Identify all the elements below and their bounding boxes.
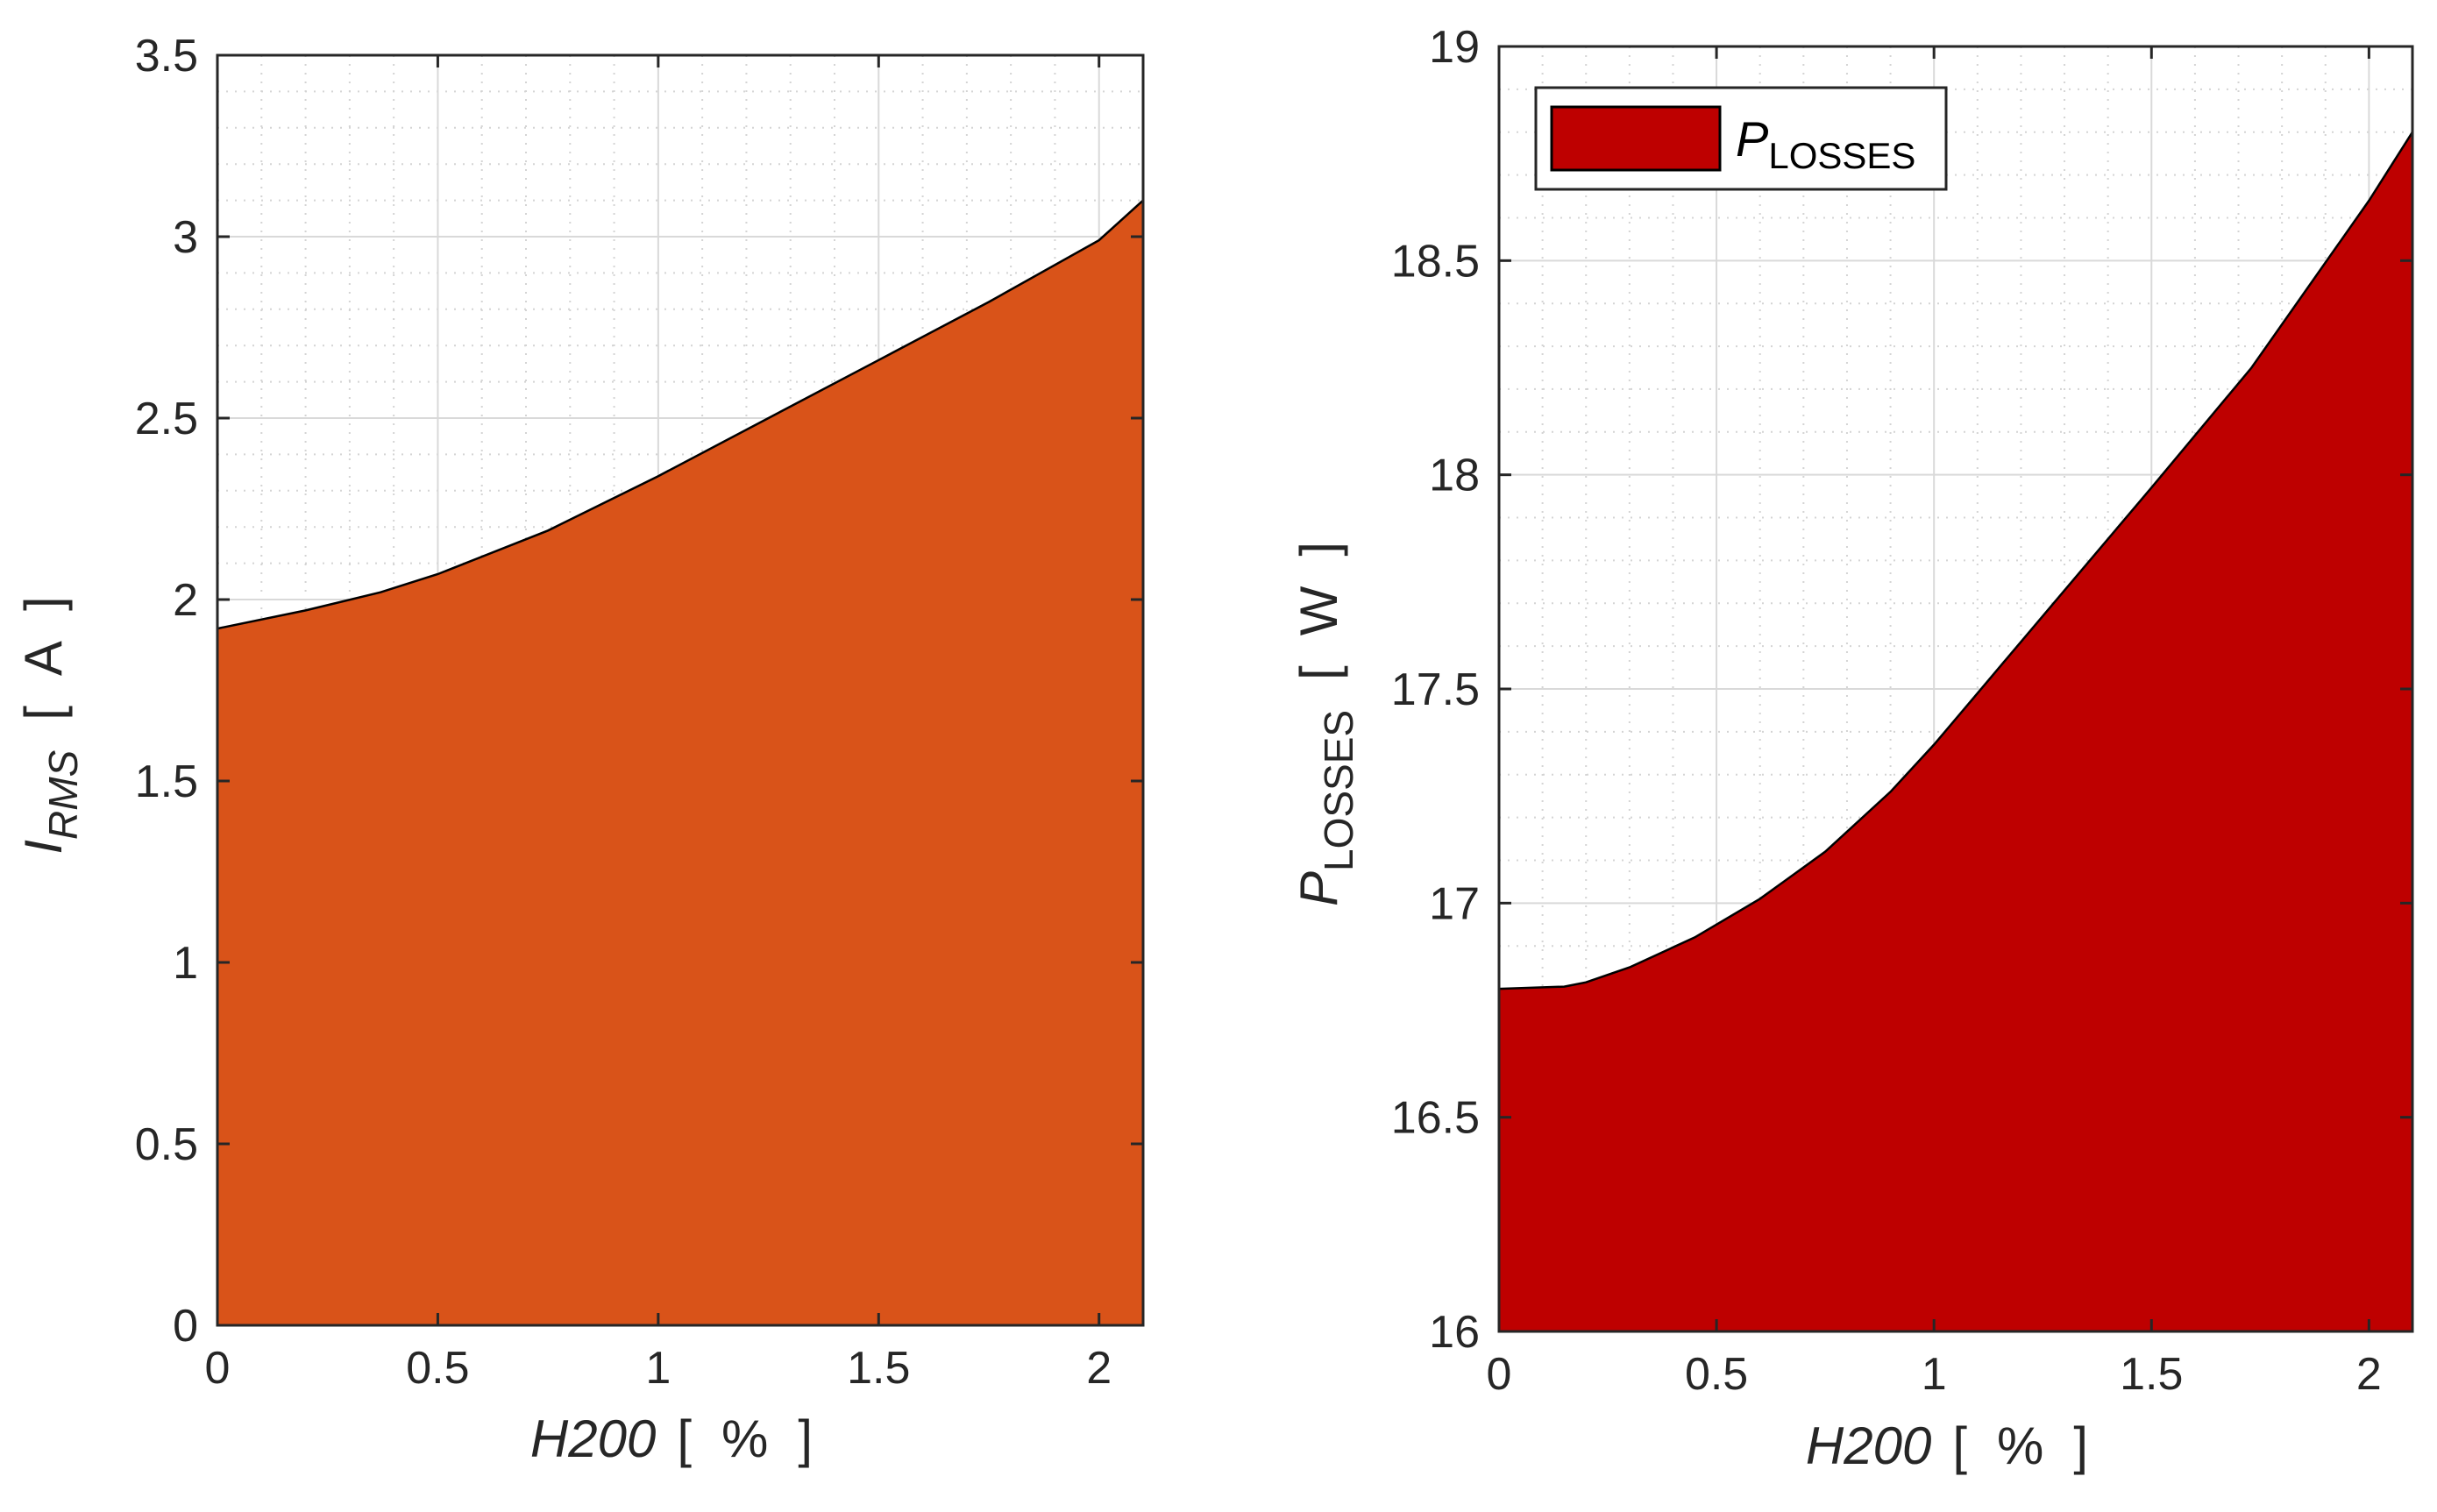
legend: PLOSSES bbox=[1534, 86, 1948, 191]
area-edge-line bbox=[217, 199, 1144, 630]
x-tick-label: 2 bbox=[1086, 1343, 1112, 1394]
x-axis-label: H200 [%] bbox=[1806, 1416, 2088, 1475]
y-axis-bracket-close: ] bbox=[1290, 542, 1348, 557]
y-tick-label: 1.5 bbox=[135, 756, 198, 807]
x-tick-label: 0.5 bbox=[406, 1343, 469, 1394]
x-axis-label-name: H200 bbox=[530, 1409, 656, 1468]
x-tick-label: 1 bbox=[1922, 1349, 1947, 1400]
x-axis-unit: % bbox=[721, 1409, 768, 1468]
x-axis-bracket-close: ] bbox=[798, 1409, 813, 1468]
y-axis-label-sub: LOSSES bbox=[1316, 710, 1361, 871]
x-tick-label: 0 bbox=[205, 1343, 231, 1394]
y-axis-label-main: I bbox=[14, 840, 73, 855]
y-axis-label-main: P bbox=[1290, 871, 1348, 906]
legend-label-sub: LOSSES bbox=[1768, 135, 1915, 176]
x-axis-label: H200 [%] bbox=[530, 1409, 813, 1468]
y-axis-bracket-open: [ bbox=[1290, 665, 1348, 680]
y-tick-label: 2.5 bbox=[135, 394, 198, 444]
x-tick-label: 1.5 bbox=[847, 1343, 910, 1394]
x-axis-unit: % bbox=[1997, 1416, 2043, 1475]
legend-swatch bbox=[1550, 105, 1722, 172]
x-tick-label: 1.5 bbox=[2120, 1349, 2183, 1400]
x-tick-label: 2 bbox=[2356, 1349, 2382, 1400]
legend-label: PLOSSES bbox=[1736, 111, 1915, 176]
y-tick-label: 0.5 bbox=[135, 1119, 198, 1170]
y-axis-unit: A bbox=[14, 641, 73, 676]
y-tick-label: 18 bbox=[1429, 451, 1480, 501]
y-axis-label: IRMS [ A] bbox=[14, 596, 86, 854]
area-fill-i_rms bbox=[217, 200, 1143, 1326]
y-tick-label: 3 bbox=[173, 212, 198, 263]
y-tick-label: 2 bbox=[173, 575, 198, 626]
axis-box bbox=[216, 53, 1145, 1327]
x-axis-bracket-open: [ bbox=[1952, 1416, 1967, 1475]
y-axis-label-sub: RMS bbox=[40, 749, 86, 840]
y-axis-unit: W bbox=[1290, 586, 1348, 635]
y-axis-bracket-close: ] bbox=[14, 596, 73, 611]
y-tick-label: 19 bbox=[1429, 22, 1480, 73]
x-axis-bracket-open: [ bbox=[677, 1409, 692, 1468]
chart-right-plosses: 0 0.5 1 1.5 21616.51717.51818.519H200[%]PLOS… bbox=[1290, 22, 2414, 1475]
chart-left-iRMS: 0 0.5 1 1.5 2 0 0.5 1 1.5 2 2.5 3 3.5 H200 [%] IRMS [ A] bbox=[14, 31, 1145, 1468]
area-edge-line bbox=[1498, 131, 2414, 990]
y-axis-label: PLOSSES [ W] bbox=[1290, 542, 1361, 906]
y-tick-label: 16 bbox=[1429, 1307, 1480, 1358]
y-tick-label: 18.5 bbox=[1391, 236, 1480, 287]
y-tick-label: 16.5 bbox=[1391, 1093, 1480, 1144]
y-tick-label: 0 bbox=[173, 1301, 198, 1352]
y-tick-label: 1 bbox=[173, 938, 198, 989]
area-fill-p_losses bbox=[1499, 131, 2412, 1332]
legend-label-main: P bbox=[1736, 111, 1768, 167]
x-tick-label: 0.5 bbox=[1685, 1349, 1748, 1400]
y-tick-label: 3.5 bbox=[135, 31, 198, 82]
x-tick-label: 0 bbox=[1487, 1349, 1512, 1400]
y-axis-bracket-open: [ bbox=[14, 706, 73, 721]
y-tick-label: 17 bbox=[1429, 878, 1480, 929]
x-tick-label: 1 bbox=[645, 1343, 671, 1394]
y-tick-label: 17.5 bbox=[1391, 664, 1480, 715]
x-axis-bracket-close: ] bbox=[2073, 1416, 2088, 1475]
x-axis-label-name: H200 bbox=[1806, 1416, 1931, 1475]
